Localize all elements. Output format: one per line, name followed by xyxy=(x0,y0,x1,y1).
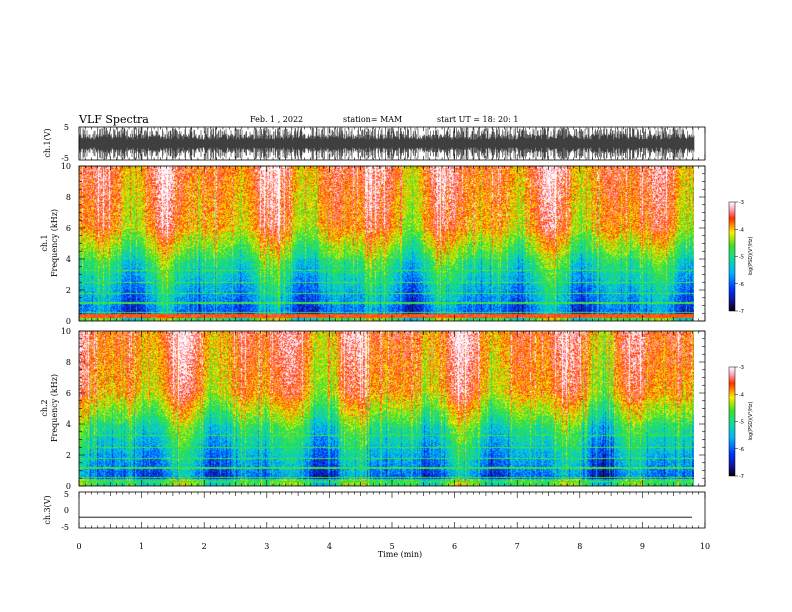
x-tick-label: 8 xyxy=(577,542,582,551)
x-tick-label: 4 xyxy=(327,542,332,551)
ch3-waveform-panel: 5 0 -5 ch.3(V) xyxy=(43,490,706,532)
ch3-ytick-mid: 0 xyxy=(64,506,69,515)
ch2-spectrogram-panel: 0 2 4 6 8 10 ch.2 Frequency (kHz) xyxy=(40,327,706,491)
y-tick-label: 2 xyxy=(66,451,71,460)
y-tick-label: 8 xyxy=(66,358,71,367)
y-tick-label: 4 xyxy=(66,420,71,429)
colorbar-tick-label: -7 xyxy=(739,309,744,315)
ch2-colorbar-label: log(PSD)(V²/Hz) xyxy=(748,401,754,440)
colorbar-tick-label: -4 xyxy=(739,227,744,233)
ch2-spectrogram-yticks: 0 2 4 6 8 10 xyxy=(61,327,705,491)
colorbar-tick-label: -3 xyxy=(739,365,744,371)
time-axis-labels: 0 1 2 3 4 5 6 7 8 9 10 xyxy=(76,542,710,551)
ch1-ytick-top: 5 xyxy=(64,123,69,132)
ch1-colorbar-ticks: -3 -4 -5 -6 -7 xyxy=(735,200,744,315)
x-tick-label: 1 xyxy=(139,542,144,551)
ch3-ytick-bottom: -5 xyxy=(61,523,69,532)
ch1-ytick-bottom: -5 xyxy=(61,154,69,163)
x-tick-label: 2 xyxy=(202,542,207,551)
colorbar-tick-label: -4 xyxy=(739,392,744,398)
figure-title: VLF Spectra xyxy=(78,113,149,126)
start-time-label: start UT = 18: 20: 1 xyxy=(437,115,518,124)
ch1-spectrogram-image xyxy=(79,166,694,321)
x-tick-label: 7 xyxy=(515,542,520,551)
ch3-ytick-top: 5 xyxy=(64,490,69,499)
colorbar-tick-label: -3 xyxy=(739,200,744,206)
x-tick-label: 6 xyxy=(452,542,457,551)
colorbar-tick-label: -7 xyxy=(739,474,744,480)
y-tick-label: 0 xyxy=(66,482,71,491)
date-label: Feb. 1 , 2022 xyxy=(250,115,303,124)
x-tick-label: 10 xyxy=(700,542,710,551)
ch1-colorbar-label: log(PSD)(V²/Hz) xyxy=(748,236,754,275)
ch1-spectrogram-channel-label: ch.1 xyxy=(40,234,49,251)
y-tick-label: 10 xyxy=(61,162,71,171)
ch1-colorbar: -3 -4 -5 -6 -7 log(PSD)(V²/Hz) xyxy=(728,200,754,315)
ch3-waveform-ylabel: ch.3(V) xyxy=(43,495,52,524)
ch2-spectrogram-channel-label: ch.2 xyxy=(40,399,49,416)
ch1-waveform-ylabel: ch.1(V) xyxy=(43,128,52,157)
ch1-colorbar-gradient xyxy=(728,201,736,312)
ch1-waveform-path xyxy=(78,127,695,160)
ch2-colorbar: -3 -4 -5 -6 -7 log(PSD)(V²/Hz) xyxy=(728,365,754,480)
ch2-spectrogram-ylabel: Frequency (kHz) xyxy=(50,374,59,442)
ch2-spectrogram-image xyxy=(79,331,694,486)
y-tick-label: 8 xyxy=(66,193,71,202)
x-tick-label: 5 xyxy=(389,542,394,551)
colorbar-tick-label: -6 xyxy=(739,282,744,288)
y-tick-label: 10 xyxy=(61,327,71,336)
ch1-waveform-panel: 5 -5 ch.1(V) xyxy=(43,123,706,163)
y-tick-label: 6 xyxy=(66,389,71,398)
ch1-spectrogram-yticks: 0 2 4 6 8 10 xyxy=(61,162,705,326)
ch2-colorbar-gradient xyxy=(728,366,736,477)
ch1-spectrogram-panel: 0 2 4 6 8 10 ch.1 Frequency (kHz) xyxy=(40,162,706,326)
y-tick-label: 0 xyxy=(66,317,71,326)
y-tick-label: 4 xyxy=(66,255,71,264)
colorbar-tick-label: -5 xyxy=(739,420,744,426)
station-label: station= MAM xyxy=(343,115,402,124)
colorbar-tick-label: -5 xyxy=(739,255,744,261)
x-tick-label: 9 xyxy=(640,542,645,551)
x-tick-label: 0 xyxy=(76,542,81,551)
y-tick-label: 6 xyxy=(66,224,71,233)
ch2-colorbar-ticks: -3 -4 -5 -6 -7 xyxy=(735,365,744,480)
ch1-waveform-trace xyxy=(78,127,695,160)
y-tick-label: 2 xyxy=(66,286,71,295)
time-axis-label: Time (min) xyxy=(378,550,422,559)
x-tick-label: 3 xyxy=(264,542,269,551)
colorbar-tick-label: -6 xyxy=(739,447,744,453)
time-axis-ticks xyxy=(78,127,706,528)
ch1-spectrogram-ylabel: Frequency (kHz) xyxy=(50,209,59,277)
